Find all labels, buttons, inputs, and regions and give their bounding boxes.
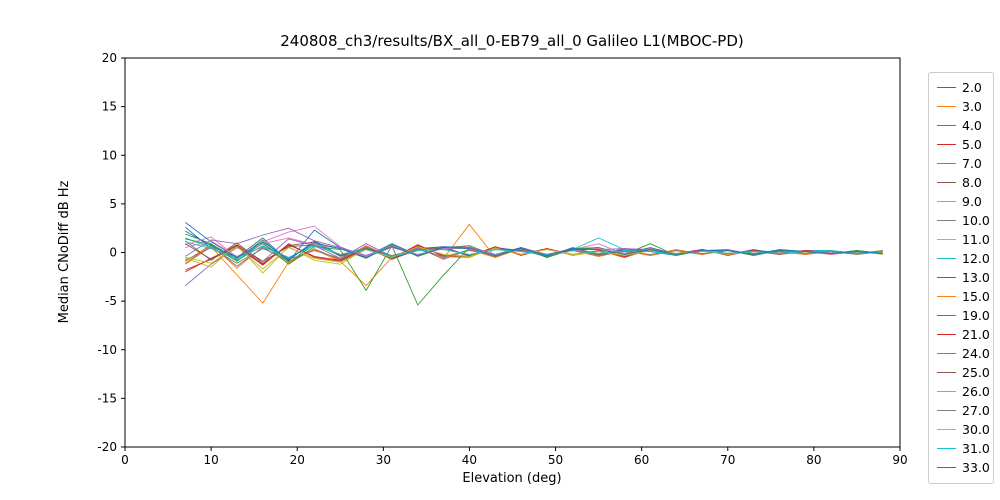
legend-label: 7.0 xyxy=(962,156,982,171)
legend-label: 4.0 xyxy=(962,118,982,133)
legend-line-swatch xyxy=(937,372,956,373)
legend: 2.0 3.0 4.0 5.0 7.0 8.0 9.0 10.0 11.0 12.0 13.0 15.… xyxy=(928,72,994,484)
legend-line-swatch xyxy=(937,353,956,354)
legend-line-swatch xyxy=(937,163,956,164)
legend-label: 15.0 xyxy=(962,289,990,304)
legend-item: 10.0 xyxy=(937,211,990,230)
legend-item: 12.0 xyxy=(937,249,990,268)
y-tick-label: 20 xyxy=(102,51,117,65)
y-axis-label: Median CNoDiff dB Hz xyxy=(57,180,72,323)
legend-line-swatch xyxy=(937,144,956,145)
plot-border xyxy=(124,57,901,448)
legend-item: 25.0 xyxy=(937,363,990,382)
legend-line-swatch xyxy=(937,87,956,88)
legend-line-swatch xyxy=(937,220,956,221)
legend-line-swatch xyxy=(937,201,956,202)
legend-item: 3.0 xyxy=(937,97,985,116)
legend-item: 15.0 xyxy=(937,287,990,306)
legend-item: 4.0 xyxy=(937,116,985,135)
legend-label: 31.0 xyxy=(962,441,990,456)
x-tick-label: 10 xyxy=(203,453,218,467)
legend-line-swatch xyxy=(937,467,956,468)
legend-item: 33.0 xyxy=(937,458,990,477)
legend-label: 30.0 xyxy=(962,422,990,437)
legend-item: 2.0 xyxy=(937,78,985,97)
chart-title: 240808_ch3/results/BX_all_0-EB79_all_0 G… xyxy=(280,32,744,51)
legend-item: 7.0 xyxy=(937,154,985,173)
legend-label: 11.0 xyxy=(962,232,990,247)
series-line-13.0 xyxy=(185,222,883,262)
x-tick-label: 70 xyxy=(720,453,735,467)
legend-item: 19.0 xyxy=(937,306,990,325)
series-line-33.0 xyxy=(185,230,883,260)
legend-line-swatch xyxy=(937,125,956,126)
legend-label: 19.0 xyxy=(962,308,990,323)
legend-item: 24.0 xyxy=(937,344,990,363)
legend-label: 13.0 xyxy=(962,270,990,285)
legend-label: 21.0 xyxy=(962,327,990,342)
y-tick-label: 5 xyxy=(109,197,117,211)
legend-label: 26.0 xyxy=(962,384,990,399)
x-tick-label: 80 xyxy=(806,453,821,467)
legend-line-swatch xyxy=(937,258,956,259)
legend-label: 2.0 xyxy=(962,80,982,95)
x-tick-label: 30 xyxy=(376,453,391,467)
legend-label: 3.0 xyxy=(962,99,982,114)
y-tick-label: -20 xyxy=(97,440,117,454)
legend-label: 8.0 xyxy=(962,175,982,190)
y-tick-label: 0 xyxy=(109,246,117,260)
legend-label: 24.0 xyxy=(962,346,990,361)
legend-label: 25.0 xyxy=(962,365,990,380)
legend-line-swatch xyxy=(937,239,956,240)
x-tick-label: 60 xyxy=(634,453,649,467)
x-tick-label: 40 xyxy=(462,453,477,467)
plot-lines xyxy=(185,222,883,306)
axes: 0 10 20 30 40 50 60 70 80 90 -20 -15 -10 -5 0 5 10 15 20 xyxy=(97,51,907,467)
legend-line-swatch xyxy=(937,334,956,335)
legend-line-swatch xyxy=(937,296,956,297)
legend-label: 10.0 xyxy=(962,213,990,228)
legend-label: 5.0 xyxy=(962,137,982,152)
y-tick-label: -5 xyxy=(105,294,117,308)
series-line-19.0 xyxy=(185,238,883,306)
legend-item: 21.0 xyxy=(937,325,990,344)
legend-line-swatch xyxy=(937,391,956,392)
legend-item: 13.0 xyxy=(937,268,990,287)
legend-label: 12.0 xyxy=(962,251,990,266)
y-tick-label: 10 xyxy=(102,148,117,162)
legend-item: 27.0 xyxy=(937,401,990,420)
legend-item: 5.0 xyxy=(937,135,985,154)
legend-line-swatch xyxy=(937,106,956,107)
legend-line-swatch xyxy=(937,182,956,183)
x-tick-label: 90 xyxy=(892,453,907,467)
x-tick-label: 0 xyxy=(121,453,129,467)
legend-line-swatch xyxy=(937,410,956,411)
legend-item: 8.0 xyxy=(937,173,985,192)
legend-line-swatch xyxy=(937,277,956,278)
legend-item: 11.0 xyxy=(937,230,990,249)
x-tick-label: 20 xyxy=(290,453,305,467)
legend-item: 30.0 xyxy=(937,420,990,439)
x-axis-label: Elevation (deg) xyxy=(462,471,561,486)
legend-label: 9.0 xyxy=(962,194,982,209)
legend-label: 33.0 xyxy=(962,460,990,475)
legend-item: 9.0 xyxy=(937,192,985,211)
legend-label: 27.0 xyxy=(962,403,990,418)
y-tick-label: -15 xyxy=(97,391,117,405)
series-line-15.0 xyxy=(185,246,883,304)
legend-line-swatch xyxy=(937,315,956,316)
legend-item: 31.0 xyxy=(937,439,990,458)
x-tick-label: 50 xyxy=(548,453,563,467)
legend-line-swatch xyxy=(937,429,956,430)
legend-item: 26.0 xyxy=(937,382,990,401)
legend-line-swatch xyxy=(937,448,956,449)
y-tick-label: 15 xyxy=(102,100,117,114)
y-tick-label: -10 xyxy=(97,343,117,357)
